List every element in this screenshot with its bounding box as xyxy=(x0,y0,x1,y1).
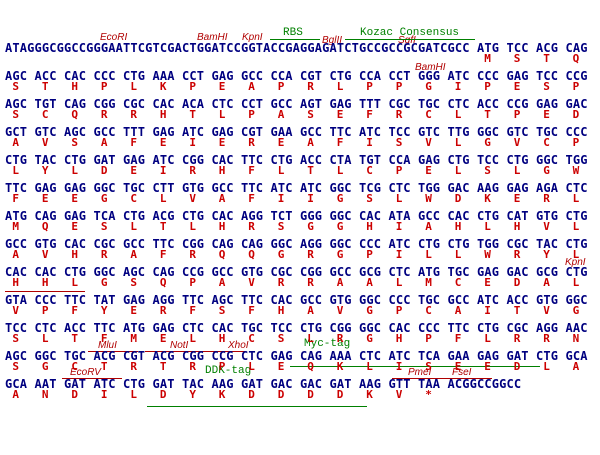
protein-sequence: M Q E S L T L H R S G G H I A H L H V L xyxy=(5,220,581,233)
protein-sequence: S L T F M E L H C S L R G H P F L R R N xyxy=(5,332,581,345)
protein-sequence: S T H P L K P E A P R L P P G I P E S P xyxy=(5,80,581,93)
protein-sequence: M S T Q xyxy=(5,52,581,65)
feature-line xyxy=(345,39,475,40)
enzyme-label: EcoRI xyxy=(100,32,128,43)
enzyme-label: EcoRV xyxy=(70,367,101,378)
dna-sequence: GCT GTC AGC GCC TTT GAG ATC GAG CGT GAA … xyxy=(5,125,588,139)
site-line xyxy=(145,351,245,352)
site-line xyxy=(392,378,492,379)
feature-label: RBS xyxy=(283,27,303,39)
enzyme-label: BamHI xyxy=(415,62,446,73)
site-line xyxy=(88,351,138,352)
dna-sequence: AGC GGC TGC ACG CGT ACG CGG CCG CTC GAG … xyxy=(5,349,588,363)
dna-sequence: TTC GAG GAG GGC TGC CTT GTG GCC TTC ATC … xyxy=(5,181,588,195)
protein-sequence: L Y L D E I R H F L T L C P E L S L G W xyxy=(5,164,581,177)
protein-sequence: V P F Y E R F S F H A V G P C A I T V G xyxy=(5,304,581,317)
feature-label: Myc-tag xyxy=(304,338,351,350)
feature-line xyxy=(290,366,540,367)
dna-sequence: GTA CCC TTC TAT GAG AGG TTC AGC TTC CAC … xyxy=(5,293,588,307)
protein-sequence: A V H R A F R Q Q G R G P I L L W R Y L xyxy=(5,248,581,261)
enzyme-label: XhoI xyxy=(228,340,249,351)
protein-sequence: A N D I L D Y K D D D D K V * xyxy=(5,388,433,401)
protein-sequence: A V S A F E I E R E A F I S V L G V C P xyxy=(5,136,581,149)
enzyme-label: PmeI xyxy=(408,367,432,378)
feature-line xyxy=(270,39,320,40)
enzyme-label: SgfI xyxy=(398,35,416,46)
dna-sequence: GCC GTG CAC CGC GCC TTC CGG CAG CAG GGC … xyxy=(5,237,588,251)
site-line xyxy=(62,378,122,379)
enzyme-label: MluI xyxy=(98,340,117,351)
dna-sequence: CTG TAC CTG GAT GAG ATC CGG CAC TTC CTG … xyxy=(5,153,588,167)
protein-sequence: S C Q R R H T L P A S E F R C L T P E D xyxy=(5,108,581,121)
feature-label: Kozac Consensus xyxy=(360,27,460,39)
protein-sequence: H H L G S Q P A V R R A A L M C E D A L xyxy=(5,276,581,289)
dna-sequence: ATG CAG GAG TCA CTG ACG CTG CAC AGG TCT … xyxy=(5,209,588,223)
enzyme-label: FseI xyxy=(452,367,472,378)
dna-sequence: AGC TGT CAG CGG CGC CAC ACA CTC CCT GCC … xyxy=(5,97,588,111)
feature-label: DDK-tag xyxy=(205,365,252,377)
dna-sequence: AGC ACC CAC CCC CTG AAA CCT GAG GCC CCA … xyxy=(5,69,588,83)
enzyme-label: KpnI xyxy=(242,32,263,43)
dna-sequence: CAC CAC CTG GGC AGC CAG CCG GCC GTG CGC … xyxy=(5,265,588,279)
protein-sequence: F E E G C L V A F I I G S L W D K E R L xyxy=(5,192,581,205)
enzyme-label: NotI xyxy=(170,340,189,351)
feature-line xyxy=(147,406,367,407)
dna-sequence: TCC CTC ACC TTC ATG GAG CTC CAC TGC TCC … xyxy=(5,321,588,335)
enzyme-label: BamHI xyxy=(197,32,228,43)
site-line xyxy=(5,291,85,292)
protein-sequence: S G C T R T R P L E Q K L I S E E D L A xyxy=(5,360,581,373)
enzyme-label: BglII xyxy=(322,35,343,46)
dna-sequence: ATAGGGCGGCCGGGAATTCGTCGACTGGATCCGGTACCGA… xyxy=(5,41,588,55)
dna-sequence: GCA AAT GAT ATC CTG GAT TAC AAG GAT GAC … xyxy=(5,377,522,391)
enzyme-label: KpnI xyxy=(565,257,586,268)
